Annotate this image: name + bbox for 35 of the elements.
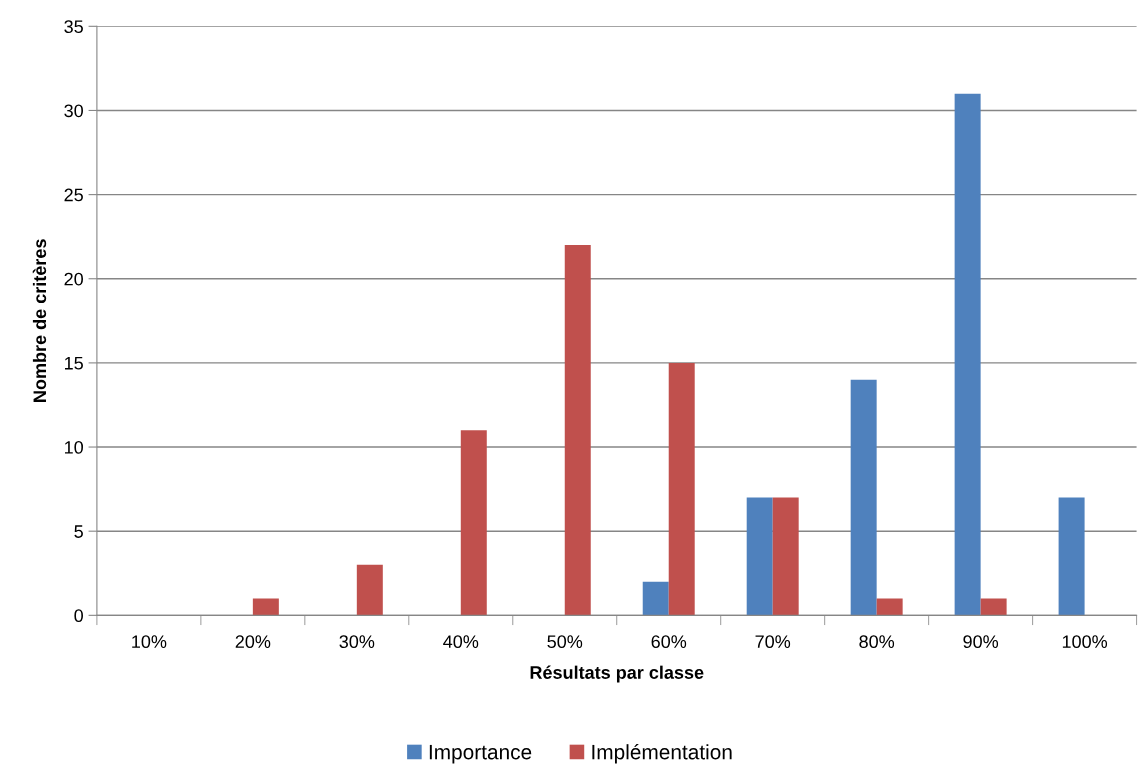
x-tick-label: 80% (859, 635, 895, 649)
y-tick-label: 5 (74, 525, 83, 538)
bar (954, 93, 981, 616)
y-axis-title: Nombre de critères (32, 239, 47, 402)
y-tick-label: 10 (65, 440, 83, 454)
bar (642, 581, 669, 616)
bar (876, 598, 903, 616)
x-tick-label: 20% (235, 635, 271, 649)
x-tick-label: 10% (132, 635, 167, 649)
bar (564, 245, 591, 616)
bar (356, 564, 383, 616)
y-tick-label: 15 (65, 357, 83, 370)
y-tick-label: 35 (64, 20, 83, 34)
x-tick-label: 100% (1062, 635, 1108, 649)
legend-label: Implémentation (592, 743, 732, 764)
y-tick-label: 30 (64, 104, 83, 118)
x-tick-label: 70% (755, 635, 791, 649)
y-tick-label: 25 (64, 188, 83, 202)
x-tick-label: 30% (339, 635, 375, 649)
bar (460, 430, 487, 616)
bar (980, 598, 1007, 616)
x-axis-title: Résultats par classe (530, 665, 704, 683)
legend-label: Importance (429, 744, 532, 764)
y-tick-label: 20 (64, 272, 83, 286)
bar (1058, 497, 1085, 616)
x-tick-label: 40% (443, 635, 479, 649)
bar (850, 379, 877, 616)
bar (772, 497, 799, 616)
bar (252, 598, 279, 616)
x-tick-label: 50% (547, 635, 583, 649)
x-tick-label: 90% (963, 635, 999, 649)
y-tick-label: 0 (74, 609, 83, 623)
bar (668, 362, 695, 616)
bar (746, 497, 773, 616)
x-tick-label: 60% (651, 635, 687, 649)
